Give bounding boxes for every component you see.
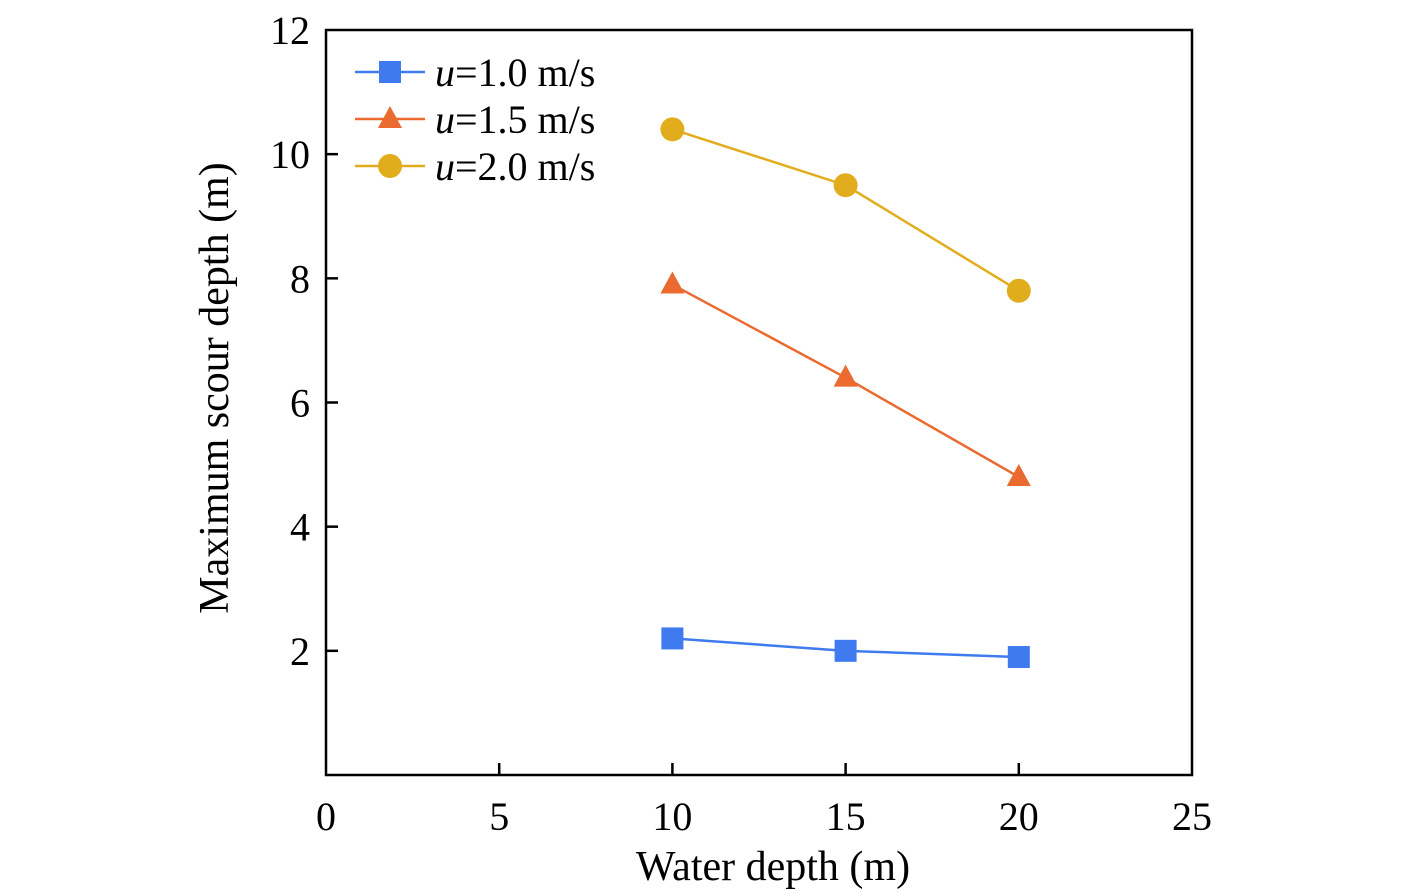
data-point xyxy=(660,117,685,142)
legend-entry: u=2.0 m/s xyxy=(355,144,595,189)
x-tick-label: 0 xyxy=(316,794,336,839)
series-line xyxy=(672,128,1020,292)
legend-entry: u=1.5 m/s xyxy=(355,97,595,142)
legend-label: u=1.0 m/s xyxy=(435,50,595,95)
x-tick-label: 20 xyxy=(999,794,1039,839)
legend-label: u=2.0 m/s xyxy=(435,144,595,189)
series-layer xyxy=(660,117,1031,669)
legend-label: u=1.5 m/s xyxy=(435,97,595,142)
legend-marker xyxy=(379,61,401,83)
y-axis-label: Maximum scour depth (m) xyxy=(192,162,238,613)
data-point xyxy=(1006,278,1031,303)
legend-marker xyxy=(378,106,402,128)
legend: u=1.0 m/su=1.5 m/su=2.0 m/s xyxy=(355,50,595,189)
y-tick-label: 12 xyxy=(270,8,310,53)
data-point xyxy=(1006,464,1031,486)
x-tick-label: 25 xyxy=(1172,794,1212,839)
x-tick-label: 10 xyxy=(652,794,692,839)
y-tick-label: 2 xyxy=(290,629,310,674)
x-tick-label: 5 xyxy=(489,794,509,839)
axis-ticks xyxy=(326,152,1021,775)
y-tick-label: 4 xyxy=(290,505,310,550)
y-tick-label: 10 xyxy=(270,132,310,177)
legend-marker xyxy=(378,154,402,178)
data-point xyxy=(833,173,858,198)
x-axis-label: Water depth (m) xyxy=(636,844,910,890)
series-2 xyxy=(660,271,1031,486)
legend-entry: u=1.0 m/s xyxy=(355,50,595,95)
data-point xyxy=(833,364,858,387)
x-tick-label: 15 xyxy=(826,794,866,839)
series-1 xyxy=(661,627,1030,669)
y-tick-label: 6 xyxy=(290,381,310,426)
series-3 xyxy=(660,117,1031,303)
data-point xyxy=(661,627,684,650)
data-point xyxy=(834,639,857,662)
data-point xyxy=(1007,646,1030,669)
tick-labels: 0 5 10 15 20 25 2 4 6 8 10 12 xyxy=(270,8,1212,839)
data-point xyxy=(660,271,685,294)
y-tick-label: 8 xyxy=(290,256,310,301)
